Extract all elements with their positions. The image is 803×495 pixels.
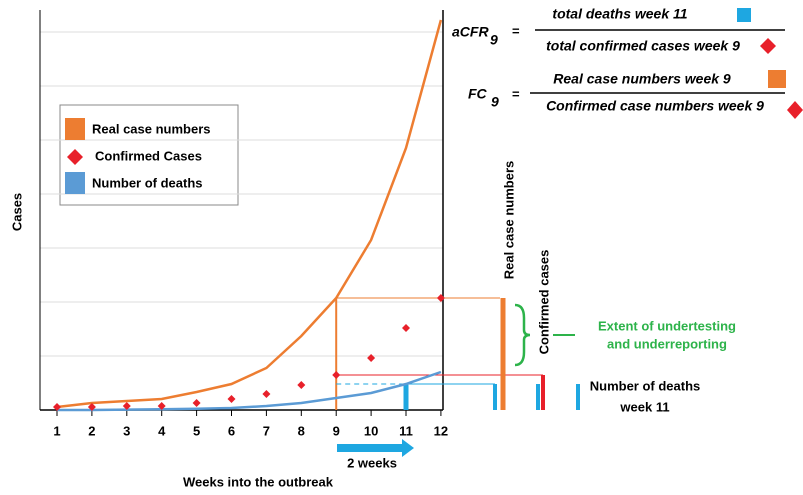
x-tick-label: 7 <box>263 423 270 438</box>
formula-sub: 9 <box>490 32 498 48</box>
brace <box>514 303 531 367</box>
legend-swatch <box>65 172 85 194</box>
point <box>297 381 306 389</box>
point <box>367 354 376 362</box>
x-tick-label: 9 <box>333 423 340 438</box>
x-tick-label: 1 <box>53 423 60 438</box>
point <box>332 371 341 379</box>
shift-arrow <box>337 439 414 457</box>
formula-eq: = <box>512 23 520 38</box>
point <box>227 395 236 403</box>
line <box>56 19 443 409</box>
point <box>52 403 61 411</box>
annotation: 2 weeks <box>347 455 397 470</box>
x-tick-label: 12 <box>434 423 448 438</box>
x-axis-label: Weeks into the outbreak <box>183 474 334 489</box>
x-tick-label: 3 <box>123 423 130 438</box>
x-tick-label: 2 <box>88 423 95 438</box>
formula-eq: = <box>512 86 520 101</box>
formula-den: total confirmed cases week 9 <box>546 38 740 54</box>
annotation: and underreporting <box>607 336 727 351</box>
point <box>436 294 445 302</box>
y-axis-label: Cases <box>9 193 24 231</box>
x-tick-label: 4 <box>158 423 166 438</box>
x-tick-label: 10 <box>364 423 378 438</box>
icon <box>787 101 803 119</box>
point <box>192 399 201 407</box>
legend-label: Confirmed Cases <box>95 148 202 163</box>
x-tick-label: 11 <box>399 423 413 438</box>
formula-lhs: FC <box>468 86 488 102</box>
formula-num: total deaths week 11 <box>552 6 687 22</box>
formula-lhs: aCFR <box>452 24 489 40</box>
point <box>262 390 271 398</box>
point <box>157 402 166 410</box>
x-tick-label: 8 <box>298 423 305 438</box>
annotation: Number of deaths <box>590 378 701 393</box>
annotation: Extent of undertesting <box>598 318 736 333</box>
point <box>122 402 131 410</box>
legend-swatch <box>67 149 83 165</box>
legend-swatch <box>65 118 85 140</box>
point <box>402 324 411 332</box>
formula-num: Real case numbers week 9 <box>553 71 731 87</box>
formula-sub: 9 <box>491 94 499 110</box>
icon <box>737 8 751 22</box>
legend-label: Number of deaths <box>92 175 203 190</box>
icon <box>768 70 786 88</box>
x-tick-label: 6 <box>228 423 235 438</box>
bar-label: Real case numbers <box>501 161 516 280</box>
legend-label: Real case numbers <box>92 121 211 136</box>
legend-box <box>59 104 239 206</box>
bar-label: Confirmed cases <box>536 250 551 355</box>
formula-den: Confirmed case numbers week 9 <box>546 98 764 114</box>
line <box>56 370 442 412</box>
x-tick-label: 5 <box>193 423 200 438</box>
point <box>87 403 96 411</box>
annotation: week 11 <box>619 399 669 414</box>
icon <box>760 38 776 54</box>
